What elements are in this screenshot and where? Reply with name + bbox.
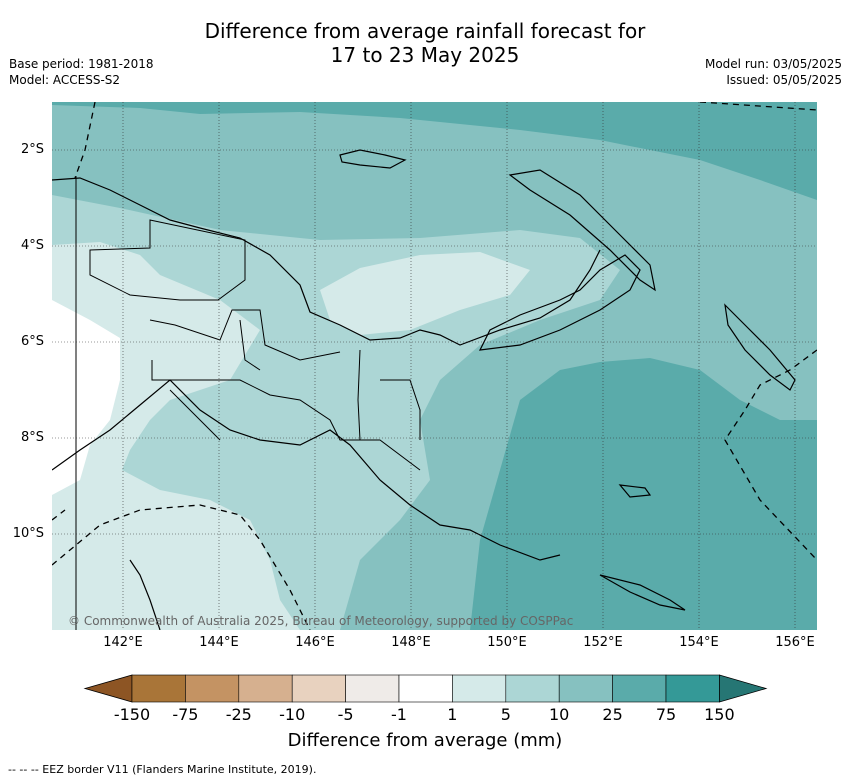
longitude-label: 146°E (295, 635, 335, 650)
colorbar-tick-label: 10 (549, 705, 570, 724)
eez-legend-note: -- -- -- EEZ border V11 (Flanders Marine… (8, 763, 317, 776)
base-period: Base period: 1981-2018 (9, 57, 154, 71)
colorbar-segment (345, 674, 400, 703)
longitude-label: 154°E (679, 635, 719, 650)
latitude-label: 6°S (20, 334, 44, 349)
fly-island (618, 484, 652, 498)
louisiade-islands (599, 574, 686, 611)
new-ireland (508, 169, 656, 292)
colorbar-segment (238, 674, 293, 703)
bougainville (724, 303, 796, 391)
colorbar-tick-label: -25 (225, 705, 252, 724)
shade-1-5-centre (320, 252, 530, 335)
colorbar-tick-label: -10 (279, 705, 306, 724)
coastlines (52, 149, 796, 630)
colorbar-tick-label: -150 (113, 705, 151, 724)
colorbar-tick-label: 150 (704, 705, 735, 724)
shade-minus1-1 (52, 300, 120, 495)
colorbar-arrow-low (83, 674, 133, 703)
longitude-label: 150°E (487, 635, 527, 650)
new-britain (478, 254, 641, 351)
colorbar-tick-label: -75 (172, 705, 199, 724)
colorbar-segment (398, 674, 453, 703)
colorbar-segment (131, 674, 186, 703)
title-line-2: 17 to 23 May 2025 (330, 43, 520, 67)
colorbar (83, 674, 768, 703)
longitude-label: 142°E (103, 635, 143, 650)
colorbar-tick-label: 1 (447, 705, 458, 724)
map-title: Difference from average rainfall forecas… (0, 19, 850, 67)
colorbar-segment (291, 674, 346, 703)
model-name: Model: ACCESS-S2 (9, 73, 121, 87)
new-guinea-coast-north (52, 177, 601, 346)
graticule (52, 102, 817, 630)
colorbar-tick-label: 25 (602, 705, 623, 724)
latitude-label: 8°S (20, 430, 44, 445)
longitude-label: 156°E (775, 635, 815, 650)
rainfall-shading (52, 102, 817, 630)
colorbar-tick-label: 5 (500, 705, 511, 724)
base-period-info: Base period: 1981-2018 Model: ACCESS-S2 (9, 56, 154, 88)
latitude-label: 10°S (12, 526, 44, 541)
colorbar-arrow-high (719, 674, 768, 703)
shade-10-25-north (52, 102, 817, 200)
admiralty-islands (339, 149, 407, 169)
latitude-label: 4°S (20, 238, 44, 253)
colorbar-tick-label: -1 (391, 705, 407, 724)
colorbar-segment (452, 674, 507, 703)
colorbar-tick-label: -5 (337, 705, 354, 724)
longitude-label: 144°E (199, 635, 239, 650)
shade-10-25-south-east (470, 358, 817, 630)
australia-cape-york (129, 559, 161, 630)
model-run: Model run: 03/05/2025 (704, 57, 842, 71)
colorbar-title: Difference from average (mm) (287, 730, 563, 751)
province-borders (75, 176, 421, 630)
issued-date: Issued: 05/05/2025 (726, 73, 842, 87)
eez-borders (52, 102, 817, 630)
colorbar-segment (665, 674, 720, 703)
colorbar-segment (558, 674, 613, 703)
longitude-label: 148°E (391, 635, 431, 650)
copyright-notice: © Commonwealth of Australia 2025, Bureau… (68, 614, 574, 628)
new-guinea-coast-south (52, 379, 561, 561)
latitude-label: 2°S (20, 142, 44, 157)
title-line-1: Difference from average rainfall forecas… (204, 19, 646, 43)
longitude-label: 152°E (583, 635, 623, 650)
colorbar-segment (612, 674, 667, 703)
model-run-info: Model run: 03/05/2025 Issued: 05/05/2025 (705, 56, 842, 88)
colorbar-segment (185, 674, 240, 703)
colorbar-tick-label: 75 (655, 705, 677, 724)
colorbar-segment (505, 674, 560, 703)
